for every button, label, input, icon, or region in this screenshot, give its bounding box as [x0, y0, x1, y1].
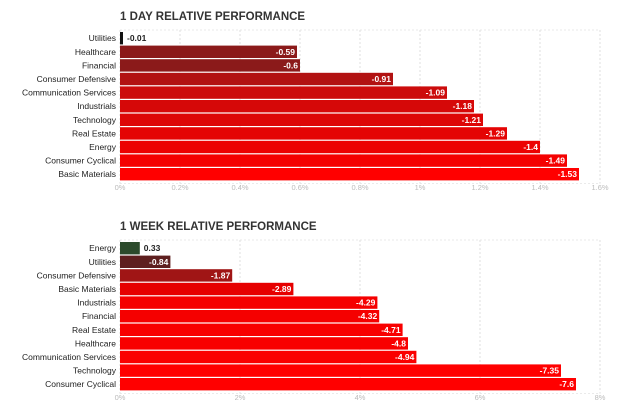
- week-bar: [120, 350, 417, 364]
- day-bar: [120, 100, 474, 113]
- week-value-label: -4.8: [391, 338, 406, 348]
- week-value-label: -7.6: [559, 379, 574, 389]
- week-value-label: -4.71: [381, 325, 401, 335]
- week-bar: [120, 282, 294, 296]
- week-bar: [120, 310, 380, 323]
- day-value-label: -0.6: [283, 60, 298, 70]
- week-bar: [120, 255, 171, 268]
- week-bar: [120, 323, 403, 336]
- day-value-label: -0.59: [276, 47, 296, 57]
- week-bar: [120, 378, 576, 391]
- week-value-label: -7.35: [540, 366, 560, 376]
- day-category-label: Financial: [82, 60, 116, 70]
- day-category-label: Healthcare: [75, 47, 116, 57]
- week-chart-title: 1 WEEK RELATIVE PERFORMANCE: [120, 221, 317, 233]
- day-bar: [120, 72, 393, 86]
- day-bar: [120, 127, 507, 140]
- week-category-label: Communication Services: [22, 352, 116, 362]
- day-value-label: -0.01: [127, 33, 147, 43]
- week-category-label: Energy: [89, 243, 117, 253]
- week-bar: [120, 337, 408, 350]
- week-category-label: Healthcare: [75, 338, 116, 348]
- week-bar: [120, 269, 233, 282]
- week-category-label: Technology: [73, 366, 117, 376]
- week-value-label: -1.87: [211, 270, 231, 280]
- day-bar: [120, 86, 447, 99]
- day-tick-label: 1.4%: [531, 183, 548, 192]
- day-category-label: Real Estate: [72, 128, 116, 138]
- day-bar: [120, 168, 579, 181]
- day-value-label: -1.21: [462, 115, 482, 125]
- week-bar: [120, 364, 561, 377]
- day-bar: [120, 140, 540, 154]
- week-value-label: -4.29: [356, 298, 376, 308]
- week-tick-label: 4%: [355, 393, 366, 402]
- day-tick-label: 0.2%: [171, 183, 188, 192]
- day-bar: [120, 59, 300, 72]
- week-tick-label: 8%: [595, 393, 606, 402]
- day-value-label: -1.49: [546, 156, 566, 166]
- week-category-label: Utilities: [89, 257, 116, 267]
- week-category-label: Consumer Defensive: [37, 270, 117, 280]
- day-value-label: -1.4: [523, 142, 538, 152]
- day-category-label: Utilities: [89, 33, 116, 43]
- day-tick-label: 0.8%: [351, 183, 368, 192]
- week-tick-label: 6%: [475, 393, 486, 402]
- week-value-label: -4.94: [395, 352, 415, 362]
- day-tick-label: 1.6%: [591, 183, 608, 192]
- day-value-label: -1.53: [558, 169, 578, 179]
- day-value-label: -0.91: [372, 74, 392, 84]
- day-tick-label: 0%: [115, 183, 126, 192]
- day-value-label: -1.18: [453, 101, 473, 111]
- day-bar: [120, 32, 123, 45]
- day-value-label: -1.29: [486, 128, 506, 138]
- week-category-label: Financial: [82, 311, 116, 321]
- week-value-label: 0.33: [144, 243, 161, 253]
- day-category-label: Industrials: [77, 101, 116, 111]
- day-chart-title: 1 DAY RELATIVE PERFORMANCE: [120, 11, 306, 23]
- week-value-label: -4.32: [358, 311, 378, 321]
- day-bar: [120, 45, 297, 58]
- day-tick-label: 1%: [415, 183, 426, 192]
- week-category-label: Industrials: [77, 298, 116, 308]
- day-category-label: Consumer Cyclical: [45, 156, 116, 166]
- week-category-label: Basic Materials: [58, 284, 116, 294]
- day-category-label: Communication Services: [22, 88, 116, 98]
- week-tick-label: 0%: [115, 393, 126, 402]
- day-bar: [120, 113, 483, 126]
- week-performance-panel: 1 WEEK RELATIVE PERFORMANCE 0% 2% 4% 6% 8% En…: [0, 210, 618, 410]
- week-category-label: Real Estate: [72, 325, 116, 335]
- day-category-label: Basic Materials: [58, 169, 116, 179]
- day-tick-label: 0.6%: [291, 183, 308, 192]
- day-performance-panel: 1 DAY RELATIVE PERFORMANCE 0% 0.2% 0.4% 0.6…: [0, 0, 618, 200]
- day-tick-label: 1.2%: [471, 183, 488, 192]
- day-value-label: -1.09: [426, 88, 446, 98]
- day-category-label: Energy: [89, 142, 117, 152]
- day-category-label: Technology: [73, 115, 117, 125]
- day-category-label: Consumer Defensive: [37, 74, 117, 84]
- week-category-label: Consumer Cyclical: [45, 379, 116, 389]
- day-tick-label: 0.4%: [231, 183, 248, 192]
- week-tick-label: 2%: [235, 393, 246, 402]
- week-value-label: -2.89: [272, 284, 292, 294]
- week-bar: [120, 242, 140, 255]
- week-value-label: -0.84: [149, 257, 169, 267]
- week-performance-chart: 0% 2% 4% 6% 8% Energy 0.33 Utilities -0.84 Consum…: [22, 239, 606, 402]
- day-performance-chart: 0% 0.2% 0.4% 0.6% 0.8% 1% 1.2% 1.4% 1.6% Utilitie…: [22, 29, 609, 192]
- week-bar: [120, 296, 378, 309]
- day-bar: [120, 154, 567, 167]
